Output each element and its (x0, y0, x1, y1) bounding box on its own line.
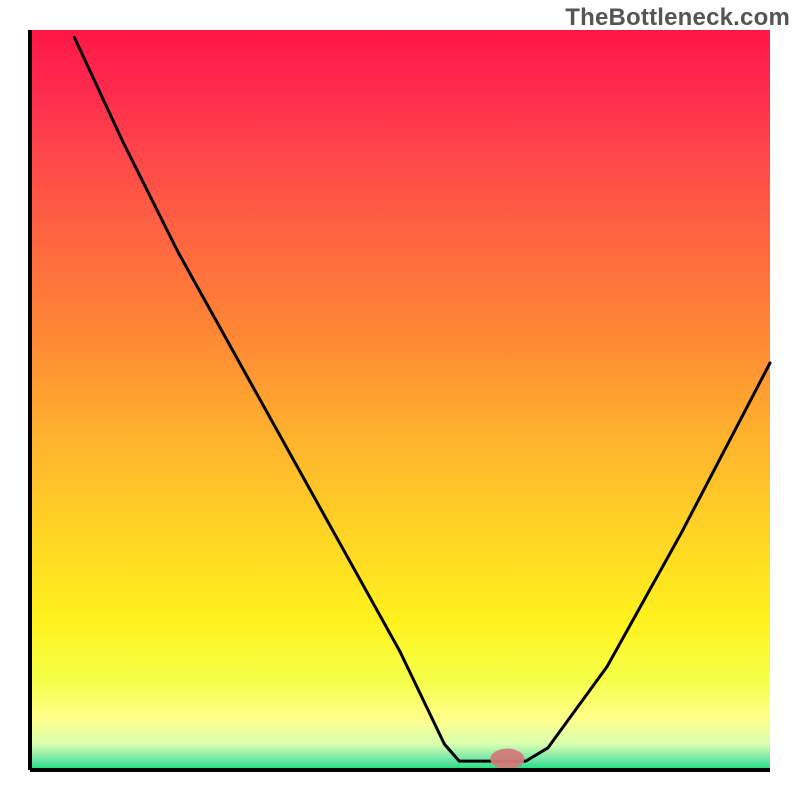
chart-background (30, 30, 770, 770)
optimal-point-marker (490, 749, 524, 770)
chart-container: TheBottleneck.com (0, 0, 800, 800)
watermark-text: TheBottleneck.com (565, 4, 790, 32)
bottleneck-chart-svg (0, 0, 800, 800)
